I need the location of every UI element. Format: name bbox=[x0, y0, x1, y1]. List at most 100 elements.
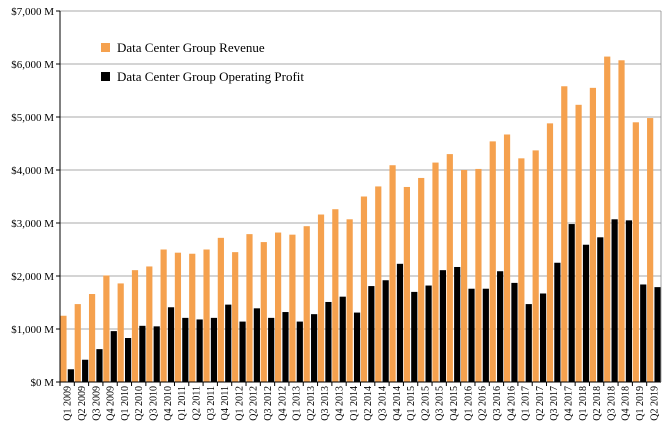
x-tick-label: Q2 2019 bbox=[649, 386, 660, 421]
bar-operating-profit bbox=[67, 369, 74, 382]
x-tick-label: Q3 2013 bbox=[320, 386, 331, 421]
x-tick-label: Q4 2009 bbox=[106, 386, 117, 421]
y-tick-label: $2,000 M bbox=[11, 271, 54, 283]
bar-operating-profit bbox=[282, 312, 289, 382]
bar-operating-profit bbox=[153, 326, 160, 382]
bar-revenue bbox=[260, 242, 267, 382]
bar-revenue bbox=[575, 104, 582, 382]
bar-revenue bbox=[518, 158, 525, 382]
bar-revenue bbox=[274, 232, 282, 382]
bar-revenue bbox=[375, 186, 382, 382]
bar-operating-profit bbox=[368, 286, 375, 382]
bar-revenue bbox=[74, 304, 81, 382]
x-tick-label: Q2 2015 bbox=[420, 386, 431, 421]
bar-revenue bbox=[131, 270, 139, 382]
bar-operating-profit bbox=[139, 325, 146, 382]
x-tick-label: Q1 2019 bbox=[635, 386, 646, 421]
x-tick-label: Q2 2012 bbox=[249, 386, 260, 421]
x-tick-label: Q3 2014 bbox=[377, 386, 388, 421]
bar-revenue bbox=[446, 154, 453, 382]
x-tick-label: Q3 2015 bbox=[435, 386, 446, 421]
bar-operating-profit bbox=[439, 270, 447, 382]
x-tick-label: Q1 2013 bbox=[292, 386, 303, 421]
x-tick-label: Q1 2012 bbox=[234, 386, 245, 421]
bar-revenue bbox=[189, 253, 196, 382]
x-tick-label: Q1 2017 bbox=[521, 386, 532, 421]
bar-revenue bbox=[203, 249, 210, 382]
bar-revenue bbox=[232, 252, 239, 382]
legend-label-operating-profit: Data Center Group Operating Profit bbox=[117, 69, 304, 84]
bar-revenue bbox=[632, 122, 639, 383]
bar-operating-profit bbox=[182, 317, 189, 382]
bar-operating-profit bbox=[353, 312, 361, 382]
x-tick-label: Q3 2016 bbox=[492, 386, 503, 421]
x-tick-label: Q2 2011 bbox=[191, 386, 202, 420]
x-tick-label: Q4 2010 bbox=[163, 386, 174, 421]
x-tick-label: Q2 2018 bbox=[592, 386, 603, 421]
bar-revenue bbox=[103, 275, 110, 382]
x-tick-label: Q4 2013 bbox=[335, 386, 346, 421]
y-tick-label: $0 M bbox=[30, 377, 54, 389]
x-tick-label: Q4 2016 bbox=[506, 386, 517, 421]
x-tick-label: Q1 2018 bbox=[578, 386, 589, 421]
legend-swatch-revenue bbox=[101, 43, 110, 52]
y-tick-label: $1,000 M bbox=[11, 324, 54, 336]
x-tick-label: Q1 2009 bbox=[63, 386, 74, 421]
bar-operating-profit bbox=[96, 349, 103, 382]
bar-revenue bbox=[461, 170, 468, 382]
bar-revenue bbox=[88, 294, 96, 382]
x-tick-label: Q2 2016 bbox=[478, 386, 489, 421]
x-tick-label: Q3 2011 bbox=[206, 386, 217, 420]
x-tick-label: Q2 2009 bbox=[77, 386, 88, 421]
bar-revenue bbox=[589, 87, 597, 382]
bar-operating-profit bbox=[539, 293, 547, 382]
bar-operating-profit bbox=[497, 271, 504, 382]
y-tick-label: $6,000 M bbox=[11, 59, 54, 71]
y-tick-label: $5,000 M bbox=[11, 112, 54, 124]
bar-revenue bbox=[647, 118, 654, 382]
bar-operating-profit bbox=[196, 319, 203, 382]
bar-revenue bbox=[289, 234, 296, 382]
bar-operating-profit bbox=[425, 285, 432, 382]
bar-revenue bbox=[303, 226, 310, 382]
bar-operating-profit bbox=[239, 321, 246, 382]
bar-revenue bbox=[117, 283, 124, 382]
bar-revenue bbox=[174, 252, 182, 382]
bar-revenue bbox=[475, 168, 482, 382]
y-tick-label: $7,000 M bbox=[11, 6, 54, 18]
bar-operating-profit bbox=[411, 291, 418, 382]
bar-operating-profit bbox=[311, 314, 318, 382]
bar-revenue bbox=[60, 315, 67, 382]
bar-operating-profit bbox=[454, 266, 461, 382]
bar-revenue bbox=[246, 234, 253, 382]
bar-revenue bbox=[489, 141, 496, 382]
x-tick-label: Q2 2017 bbox=[535, 386, 546, 421]
bar-revenue bbox=[317, 214, 325, 382]
bar-revenue bbox=[403, 186, 410, 382]
bar-operating-profit bbox=[325, 301, 332, 382]
bar-revenue bbox=[346, 219, 353, 382]
x-tick-label: Q3 2010 bbox=[149, 386, 160, 421]
y-axis-ticks: $0 M $1,000 M $2,000 M $3,000 M $4,000 M $5,0… bbox=[11, 6, 60, 389]
bar-operating-profit bbox=[554, 262, 561, 382]
x-tick-label: Q4 2011 bbox=[220, 386, 231, 420]
x-tick-label: Q1 2016 bbox=[463, 386, 474, 421]
x-tick-label: Q3 2009 bbox=[91, 386, 102, 421]
bars bbox=[60, 56, 661, 383]
bar-operating-profit bbox=[225, 304, 232, 382]
bar-revenue bbox=[561, 86, 568, 382]
x-tick-label: Q2 2010 bbox=[134, 386, 145, 421]
bar-revenue bbox=[332, 209, 339, 382]
bar-operating-profit bbox=[511, 282, 518, 382]
bar-revenue bbox=[418, 177, 425, 382]
bar-operating-profit bbox=[597, 237, 604, 382]
x-tick-label: Q4 2012 bbox=[277, 386, 288, 421]
bar-revenue bbox=[160, 249, 167, 382]
x-tick-label: Q1 2010 bbox=[120, 386, 131, 421]
bar-operating-profit bbox=[167, 307, 175, 382]
bar-operating-profit bbox=[568, 224, 575, 382]
x-tick-label: Q1 2014 bbox=[349, 386, 360, 421]
bar-operating-profit bbox=[253, 308, 260, 382]
legend: Data Center Group Revenue Data Center Gr… bbox=[101, 40, 304, 84]
x-tick-label: Q4 2014 bbox=[392, 386, 403, 421]
